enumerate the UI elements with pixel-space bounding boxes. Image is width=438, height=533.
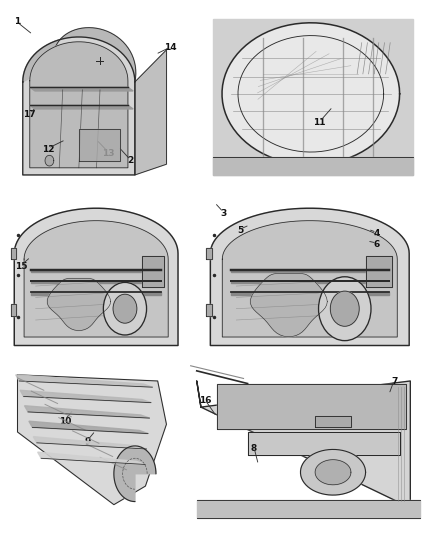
- Polygon shape: [31, 292, 161, 295]
- Circle shape: [330, 291, 359, 326]
- Polygon shape: [14, 208, 178, 345]
- Polygon shape: [79, 128, 120, 160]
- Text: 5: 5: [237, 226, 243, 235]
- Polygon shape: [114, 446, 156, 502]
- Circle shape: [103, 282, 147, 335]
- Text: 3: 3: [220, 209, 226, 217]
- Polygon shape: [23, 37, 135, 175]
- Polygon shape: [31, 270, 161, 272]
- Polygon shape: [222, 23, 399, 165]
- Polygon shape: [11, 248, 16, 259]
- Polygon shape: [231, 281, 389, 283]
- Polygon shape: [30, 42, 128, 168]
- Polygon shape: [315, 459, 351, 485]
- Polygon shape: [315, 416, 351, 426]
- Polygon shape: [213, 19, 413, 175]
- Polygon shape: [47, 278, 110, 330]
- Text: 14: 14: [165, 44, 177, 52]
- Polygon shape: [24, 221, 168, 337]
- Polygon shape: [30, 106, 133, 109]
- Polygon shape: [231, 270, 389, 272]
- Circle shape: [45, 155, 54, 166]
- Polygon shape: [206, 304, 212, 316]
- Text: 6: 6: [374, 240, 380, 248]
- Polygon shape: [16, 375, 152, 387]
- Polygon shape: [217, 384, 406, 429]
- Polygon shape: [247, 432, 400, 455]
- Polygon shape: [251, 273, 327, 337]
- Polygon shape: [25, 406, 149, 418]
- Circle shape: [113, 294, 137, 323]
- Polygon shape: [197, 381, 410, 508]
- Polygon shape: [30, 87, 133, 91]
- Text: 9: 9: [85, 437, 91, 446]
- Text: 1: 1: [14, 17, 21, 26]
- Text: 13: 13: [102, 149, 115, 158]
- Polygon shape: [23, 28, 136, 82]
- Polygon shape: [366, 256, 392, 287]
- Text: 17: 17: [24, 110, 36, 119]
- Text: 8: 8: [251, 445, 257, 453]
- Polygon shape: [231, 292, 389, 295]
- Polygon shape: [206, 248, 212, 259]
- Text: 4: 4: [374, 229, 380, 238]
- Polygon shape: [135, 50, 166, 175]
- Text: 11: 11: [314, 118, 326, 127]
- Circle shape: [318, 277, 371, 341]
- Polygon shape: [31, 281, 161, 283]
- Polygon shape: [213, 157, 413, 175]
- Polygon shape: [300, 449, 366, 495]
- Text: 2: 2: [127, 157, 134, 165]
- Polygon shape: [29, 421, 148, 433]
- Text: 10: 10: [59, 417, 71, 425]
- Polygon shape: [210, 208, 409, 345]
- Polygon shape: [33, 437, 147, 449]
- Polygon shape: [197, 500, 420, 518]
- Text: 15: 15: [15, 262, 27, 271]
- Text: 7: 7: [391, 377, 397, 385]
- Polygon shape: [18, 375, 166, 505]
- Polygon shape: [20, 390, 151, 402]
- Polygon shape: [142, 256, 164, 287]
- Polygon shape: [11, 304, 16, 316]
- Polygon shape: [38, 452, 145, 464]
- Text: 16: 16: [199, 397, 211, 405]
- Polygon shape: [223, 221, 397, 337]
- Text: 12: 12: [42, 145, 54, 154]
